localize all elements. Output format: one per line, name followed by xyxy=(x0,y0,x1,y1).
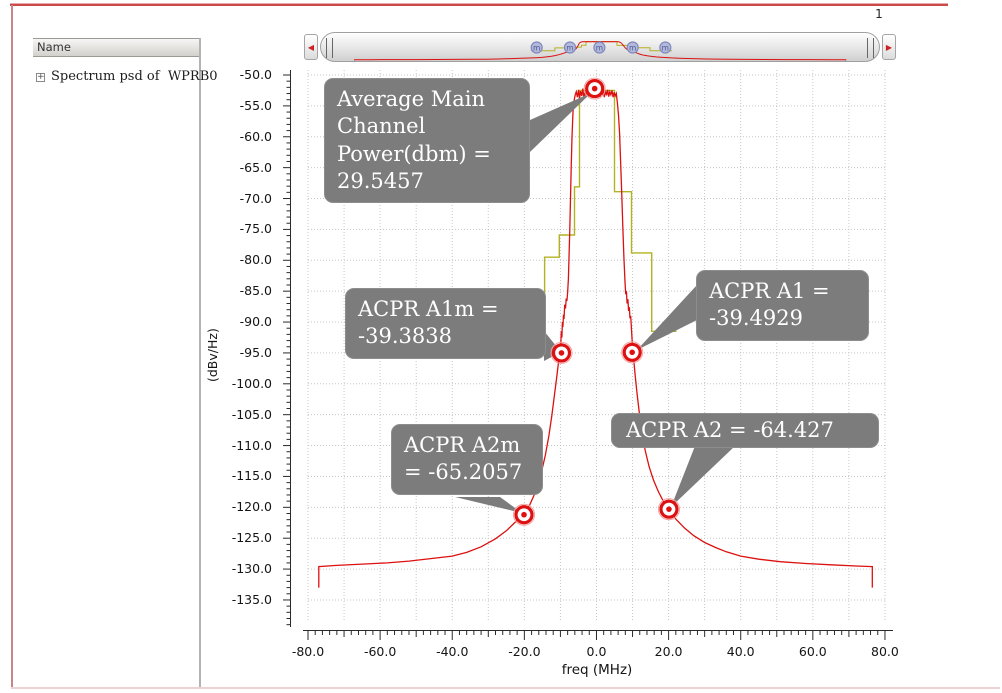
x-axis-title: freq (MHz) xyxy=(561,662,633,678)
y-tick-label: -50.0 xyxy=(239,67,272,82)
y-tick-label: -105.0 xyxy=(231,406,272,422)
callout-pointer-acpr-a2m xyxy=(455,497,522,513)
y-tick-label: -65.0 xyxy=(239,159,272,175)
y-tick-label: -135.0 xyxy=(231,591,272,607)
nav-right-handle[interactable] xyxy=(867,38,874,58)
marker-main-power[interactable] xyxy=(583,77,606,100)
svg-text:m: m xyxy=(596,44,603,53)
svg-text:m: m xyxy=(629,44,636,53)
y-tick-label: -60.0 xyxy=(239,128,272,144)
left-arrow-icon: ◀ xyxy=(307,43,315,52)
tree-item-spectrum[interactable]: + Spectrum psd of WPRB0 xyxy=(34,69,218,87)
nav-marker-acpr-a2m[interactable]: m xyxy=(530,41,543,54)
window-bottom-accent-line xyxy=(11,687,1000,689)
y-axis-title: (dBv/Hz) xyxy=(205,328,220,382)
y-tick-label: -90.0 xyxy=(239,314,272,330)
y-tick-label: -130.0 xyxy=(231,561,272,577)
callout-acpr-a2[interactable]: ACPR A2 = -64.427 xyxy=(611,413,879,449)
mask-curve xyxy=(517,89,677,334)
y-tick-label: -85.0 xyxy=(239,283,272,299)
nav-scroll-left-button[interactable]: ◀ xyxy=(304,34,318,60)
x-tick-label: 60.0 xyxy=(798,644,827,659)
tree-expander-icon[interactable]: + xyxy=(36,72,45,82)
y-tick-label: -100.0 xyxy=(231,375,272,391)
nav-marker-acpr-a1m[interactable]: m xyxy=(563,41,577,54)
y-tick-label: -120.0 xyxy=(231,499,272,515)
marker-acpr-a1m[interactable] xyxy=(550,341,573,364)
callout-pointer-acpr-a1 xyxy=(637,285,697,350)
y-tick-label: -115.0 xyxy=(231,468,272,484)
x-tick-label: -60.0 xyxy=(363,644,397,659)
nav-marker-main-power[interactable]: m xyxy=(593,41,606,54)
y-tick-label: -80.0 xyxy=(239,252,272,268)
x-tick-label: 20.0 xyxy=(654,644,683,659)
y-tick-label: -110.0 xyxy=(231,437,272,453)
x-tick-label: -20.0 xyxy=(508,644,541,659)
callout-acpr-a1m[interactable]: ACPR A1m = -39.3838 xyxy=(345,288,546,359)
x-tick-label: 0.0 xyxy=(586,644,607,659)
name-column-header[interactable]: Name xyxy=(33,38,200,57)
y-tick-label: -95.0 xyxy=(239,344,272,360)
plot-navigator[interactable]: ◀ m m m m m ▶ xyxy=(304,32,896,62)
marker-acpr-a2[interactable] xyxy=(657,498,680,521)
page-number: 1 xyxy=(875,7,883,21)
x-tick-label: 40.0 xyxy=(726,644,755,659)
axes xyxy=(283,70,893,640)
callout-pointer-acpr-a2 xyxy=(671,446,735,507)
y-tick-label: -70.0 xyxy=(239,190,272,206)
svg-text:m: m xyxy=(566,44,573,53)
x-tick-label: -80.0 xyxy=(291,644,325,659)
x-tick-label: -40.0 xyxy=(436,644,469,659)
marker-acpr-a1[interactable] xyxy=(621,341,644,364)
callout-pointer-main-power xyxy=(530,93,591,152)
window-left-accent-line xyxy=(11,5,13,688)
right-arrow-icon: ▶ xyxy=(885,43,893,52)
callout-acpr-a2m[interactable]: ACPR A2m = -65.2057 xyxy=(391,424,543,495)
y-tick-label: -75.0 xyxy=(239,221,272,237)
panel-divider[interactable] xyxy=(199,38,201,687)
nav-left-handle[interactable] xyxy=(326,38,333,58)
nav-marker-acpr-a2[interactable]: m xyxy=(659,41,672,54)
callout-main-channel-power[interactable]: Average Main Channel Power(dbm) = 29.545… xyxy=(324,78,530,204)
nav-scroll-right-button[interactable]: ▶ xyxy=(882,34,896,60)
tree-item-label: Spectrum psd of WPRB0 xyxy=(51,69,218,84)
nav-mask-curve xyxy=(530,41,672,52)
y-tick-label: -125.0 xyxy=(231,530,272,546)
y-tick-label: -55.0 xyxy=(239,97,272,113)
marker-acpr-a2m[interactable] xyxy=(512,503,535,526)
window-top-accent-line xyxy=(10,3,948,6)
nav-marker-acpr-a1[interactable]: m xyxy=(626,41,639,54)
x-tick-label: 80.0 xyxy=(871,644,899,659)
nav-mini-plot: mm mm m xyxy=(354,40,847,61)
callout-acpr-a1[interactable]: ACPR A1 = -39.4929 xyxy=(696,270,869,341)
svg-text:m: m xyxy=(662,44,669,53)
svg-text:m: m xyxy=(533,44,540,53)
